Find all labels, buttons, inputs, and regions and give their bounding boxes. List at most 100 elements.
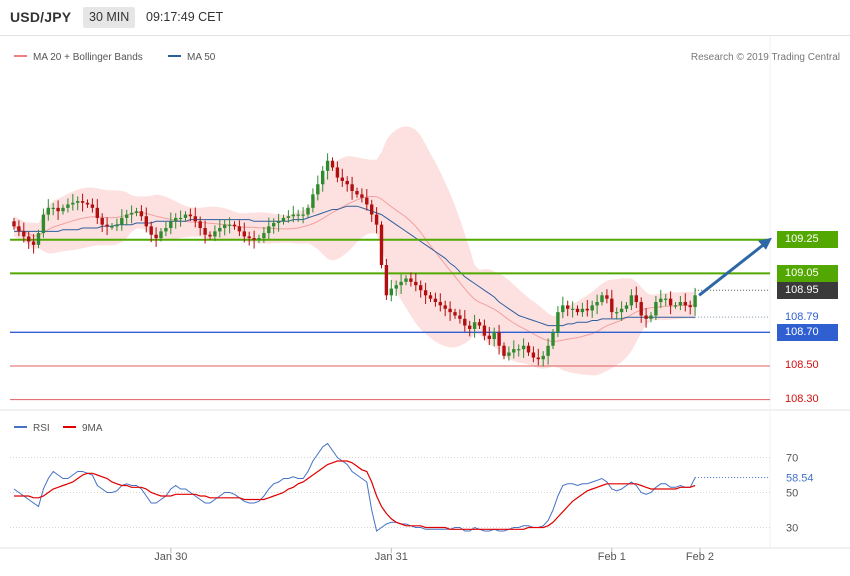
candle-body — [115, 224, 119, 227]
candle-body — [419, 285, 423, 291]
candle-body — [247, 236, 251, 239]
candle-body — [551, 332, 555, 346]
timeframe-badge[interactable]: 30 MIN — [83, 7, 136, 28]
candle-body — [580, 308, 585, 313]
candle-body — [477, 322, 482, 326]
chart-header: USD/JPY 30 MIN 09:17:49 CET — [0, 0, 850, 36]
candle-body — [453, 312, 457, 316]
x-label-jan-30: Jan 30 — [154, 551, 187, 563]
x-label-feb-1: Feb 1 — [598, 551, 626, 563]
price-label-108-50: 108.50 — [785, 359, 819, 372]
candle-body — [335, 167, 340, 178]
candle-body — [193, 216, 197, 222]
legend-item-9ma: 9MA — [63, 423, 103, 434]
candle-body — [634, 295, 638, 303]
candle-body — [610, 298, 614, 313]
candle-body — [360, 194, 364, 198]
legend-label-ma50: MA 50 — [187, 52, 216, 63]
candle-body — [61, 207, 65, 212]
ma50-swatch — [168, 55, 181, 58]
candle-body — [340, 177, 344, 181]
candle-body — [379, 224, 384, 266]
candle-body — [208, 234, 212, 237]
candle-body — [350, 184, 354, 192]
candle-body — [384, 265, 389, 296]
legend-item-rsi: RSI — [14, 423, 50, 434]
candle-body — [404, 278, 408, 282]
candle-body — [654, 302, 658, 316]
candle-body — [17, 226, 21, 232]
candle-body — [252, 238, 256, 240]
candle-body — [541, 355, 545, 360]
candle-body — [80, 201, 85, 203]
candle-body — [31, 241, 36, 245]
candle-body — [129, 212, 134, 215]
candle-body — [531, 352, 536, 358]
candle-body — [664, 298, 668, 300]
rsi-line — [13, 442, 696, 532]
candle-body — [463, 318, 467, 326]
candle-body — [566, 305, 570, 309]
candle-body — [639, 302, 643, 316]
candle-body — [556, 312, 560, 333]
candle-body — [644, 315, 648, 319]
candle-body — [570, 308, 575, 310]
candle-body — [85, 202, 90, 205]
candle-body — [90, 204, 95, 208]
candle-body — [178, 217, 183, 220]
price-label-108-79: 108.79 — [785, 310, 819, 323]
candle-body — [590, 305, 594, 311]
candle-body — [517, 349, 521, 351]
candle-body — [242, 231, 246, 237]
price-label-108-95: 108.95 — [777, 281, 838, 299]
candle-body — [267, 226, 271, 234]
candle-body — [154, 234, 158, 239]
candle-body — [291, 214, 295, 217]
legend-label-bollinger: MA 20 + Bollinger Bands — [33, 52, 143, 63]
legend-label-9ma: 9MA — [82, 423, 103, 434]
candle-body — [399, 281, 403, 286]
candle-body — [458, 315, 462, 319]
candle-body — [507, 352, 511, 356]
candle-body — [56, 207, 60, 212]
candle-body — [71, 202, 75, 205]
candle-body — [683, 302, 687, 306]
candle-body — [482, 325, 487, 336]
candle-body — [272, 222, 276, 227]
candle-body — [105, 224, 109, 227]
candle-body — [512, 349, 516, 353]
candle-body — [12, 221, 16, 227]
candle-body — [619, 308, 624, 313]
candle-body — [355, 191, 359, 195]
candle-body — [649, 315, 653, 319]
candle-body — [27, 236, 31, 242]
x-label-feb-2: Feb 2 — [686, 551, 714, 563]
candle-body — [468, 325, 472, 329]
candle-body — [22, 231, 26, 237]
price-label-109-05: 109.05 — [777, 264, 838, 282]
candle-body — [575, 308, 580, 313]
candle-body — [546, 345, 550, 356]
candle-body — [423, 290, 428, 296]
candle-body — [487, 335, 491, 340]
candle-body — [526, 345, 531, 353]
candle-body — [536, 357, 540, 360]
candle-body — [561, 305, 565, 313]
candle-body — [203, 228, 207, 235]
candle-body — [46, 207, 50, 215]
candle-body — [164, 228, 168, 232]
candle-body — [472, 322, 477, 329]
candle-body — [41, 214, 46, 234]
rsi-tick-50: 50 — [786, 488, 798, 500]
symbol-label: USD/JPY — [10, 9, 72, 25]
legend-item-bollinger: MA 20 + Bollinger Bands — [14, 52, 143, 63]
ma9-swatch — [63, 426, 76, 429]
x-label-jan-31: Jan 31 — [375, 551, 408, 563]
rsi-tick-70: 70 — [786, 453, 798, 465]
rsi-current-label: 58.54 — [786, 473, 814, 485]
candle-body — [668, 298, 673, 306]
candle-body — [213, 231, 217, 237]
candle-body — [345, 180, 349, 185]
candle-body — [624, 305, 629, 309]
